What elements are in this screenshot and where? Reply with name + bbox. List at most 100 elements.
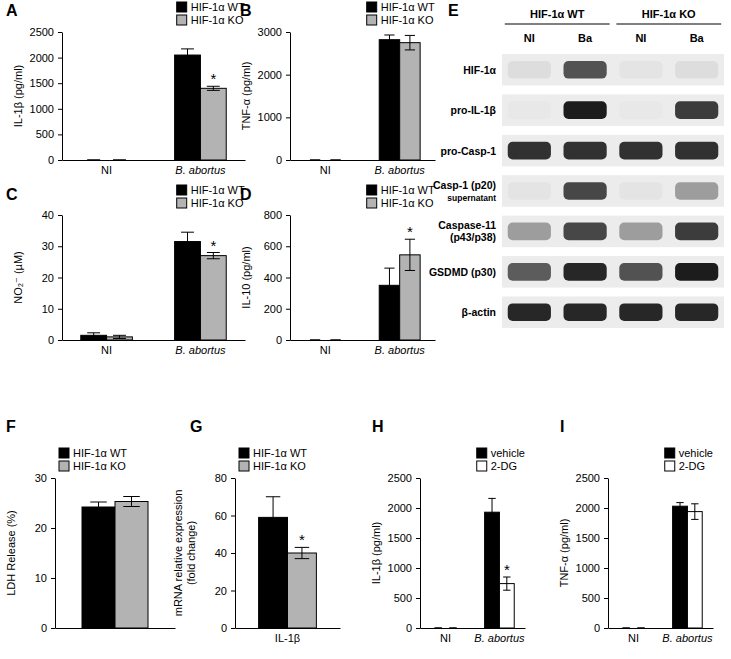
- panel-label: H: [372, 418, 384, 435]
- blot-band: [619, 223, 662, 241]
- legend-swatch: [367, 185, 377, 195]
- y-tick: 40: [215, 547, 235, 559]
- y-tick: 400: [264, 272, 290, 284]
- panel-label: A: [6, 2, 18, 19]
- legend-item: HIF-1α WT: [59, 447, 127, 459]
- legend-label: HIF-1α KO: [73, 460, 126, 472]
- blot-band: [619, 61, 662, 79]
- panel-label: F: [6, 418, 16, 435]
- x-tick-label: B. abortus: [375, 344, 426, 356]
- y-tick-mark: [58, 32, 62, 33]
- blot-band: [564, 263, 607, 281]
- lane-label: Ba: [690, 32, 705, 44]
- row-label: (p43/p38): [450, 231, 496, 243]
- y-tick-label: 500: [394, 592, 412, 604]
- legend-label: vehicle: [679, 447, 713, 459]
- y-tick-mark: [416, 568, 420, 569]
- x-axis-line: [56, 628, 176, 629]
- y-tick-label: 1500: [576, 532, 600, 544]
- legend-swatch: [177, 185, 187, 195]
- y-tick-mark: [51, 578, 55, 579]
- bar: [175, 55, 201, 160]
- y-tick: 60: [215, 510, 235, 522]
- bar: [634, 628, 649, 629]
- y-axis-title-line: IL-1β (pg/ml): [12, 65, 24, 128]
- legend: vehicle2-DG: [477, 447, 525, 472]
- legend-item: HIF-1α WT: [177, 1, 245, 13]
- panel-label: I: [560, 418, 564, 435]
- legend-label: HIF-1α WT: [381, 184, 435, 196]
- legend-swatch: [177, 2, 187, 12]
- legend-label: 2-DG: [491, 460, 517, 472]
- error-bar: [113, 335, 126, 338]
- y-tick-label: 0: [276, 334, 282, 346]
- group-header: HIF-1α KO: [642, 8, 696, 20]
- row-label: Caspase-11: [438, 219, 496, 231]
- error-bar: [405, 35, 415, 50]
- blot-band: [619, 182, 662, 200]
- x-axis: NI B. abortus: [291, 160, 436, 176]
- y-tick-label: 2000: [258, 69, 282, 81]
- y-tick-mark: [286, 278, 290, 279]
- legend-swatch: [177, 198, 187, 208]
- y-tick: 1000: [576, 562, 608, 574]
- legend-label: HIF-1α WT: [191, 184, 245, 196]
- blot: EHIF-1α WTNIBaHIF-1α KONIBaHIF-1αpro-IL-…: [429, 2, 724, 328]
- x-tick: B. abortus: [375, 160, 426, 176]
- y-axis-line: [55, 479, 56, 629]
- blot-strip: [502, 216, 724, 248]
- row-label: HIF-1α: [463, 64, 496, 76]
- blot-band: [508, 142, 551, 160]
- significance-label: *: [299, 531, 305, 548]
- blot-strip: [502, 175, 724, 207]
- bar: [673, 506, 688, 628]
- error-bar: [181, 49, 194, 61]
- legend-swatch: [239, 461, 249, 471]
- legend-label: HIF-1α KO: [253, 460, 306, 472]
- y-tick-label: 1500: [388, 532, 412, 544]
- x-tick-label: NI: [628, 632, 639, 644]
- y-axis-title-line: LDH Release (%): [5, 510, 17, 596]
- legend-item: HIF-1α KO: [177, 14, 244, 26]
- blot-strip: [502, 135, 724, 167]
- legend-swatch: [477, 448, 487, 458]
- y-tick-label: 500: [582, 592, 600, 604]
- significance-label: *: [504, 561, 510, 578]
- x-tick: NI: [101, 160, 112, 176]
- blot-band: [675, 61, 718, 79]
- x-tick-label: NI: [101, 344, 112, 356]
- y-axis-title-line: IL-1β (pg/ml): [370, 522, 382, 585]
- x-tick-label: B. abortus: [175, 164, 226, 176]
- x-tick: NI: [320, 160, 331, 176]
- row-label: pro-Casp-1: [441, 145, 497, 157]
- x-tick-label: B. abortus: [662, 632, 713, 644]
- blot-band: [508, 182, 551, 200]
- y-tick-mark: [51, 528, 55, 529]
- y-axis: 010203040: [42, 209, 63, 346]
- y-tick-mark: [58, 309, 62, 310]
- legend: HIF-1α WTHIF-1α KO: [177, 1, 245, 26]
- y-tick-label: 2000: [388, 502, 412, 514]
- plot-area: [87, 49, 226, 160]
- x-tick: NI: [320, 340, 331, 356]
- x-axis-line: [63, 340, 246, 341]
- y-tick-label: 2500: [576, 472, 600, 484]
- x-axis-line: [236, 628, 341, 629]
- panel-label: C: [6, 186, 18, 203]
- y-tick-mark: [231, 553, 235, 554]
- y-axis: 05001000150020002500: [576, 472, 609, 634]
- legend-swatch: [59, 448, 69, 458]
- error-bar: [384, 268, 394, 302]
- legend-swatch: [239, 448, 249, 458]
- y-axis-title: IL-1β (pg/ml): [370, 522, 382, 585]
- group-underline: [616, 24, 721, 25]
- y-axis-title: LDH Release (%): [5, 510, 17, 596]
- legend: HIF-1α WTHIF-1α KO: [367, 184, 435, 209]
- blot-band: [508, 223, 551, 241]
- legend-swatch: [665, 448, 675, 458]
- x-tick-label: NI: [440, 632, 451, 644]
- y-tick: 0: [221, 622, 235, 634]
- y-tick: 40: [42, 209, 62, 221]
- row-label: pro-IL-1β: [451, 104, 497, 116]
- x-tick-label: NI: [101, 164, 112, 176]
